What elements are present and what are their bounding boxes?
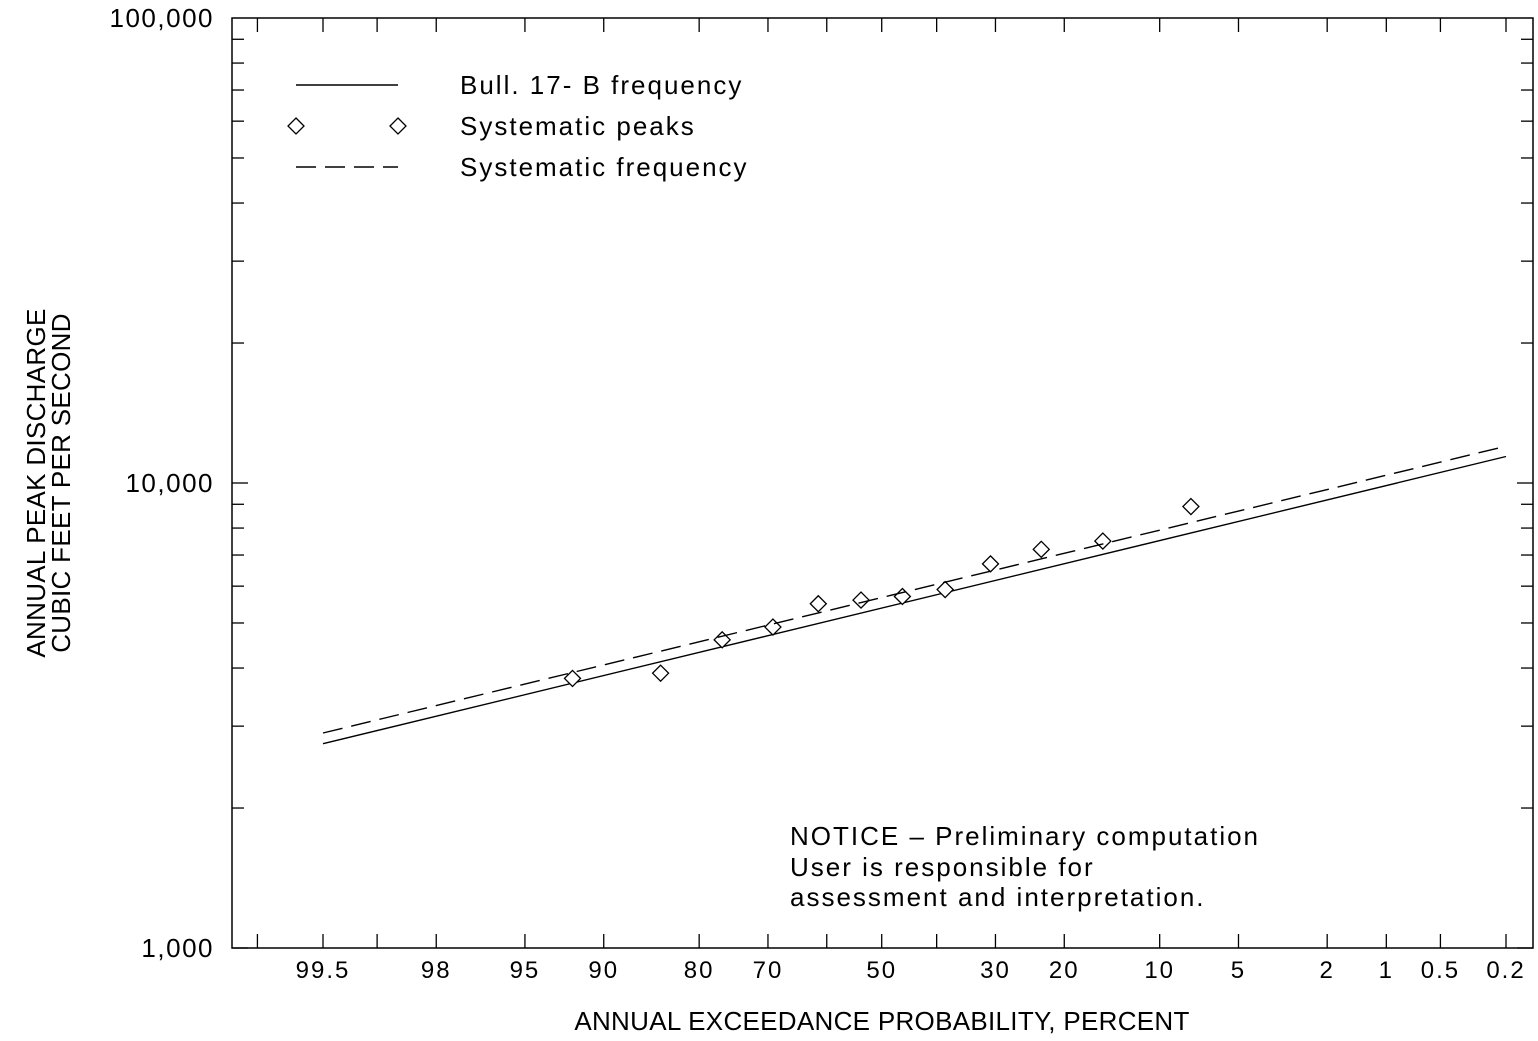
x-minor-ticks [256,18,1507,948]
notice-line-2: User is responsible for [790,852,1095,882]
data-point-systematic-peak [1032,540,1051,559]
y-tick-labels: 1,000 10,000 100,000 [110,3,214,963]
data-point-systematic-peak [1093,532,1112,551]
x-tick-label: 1 [1379,957,1394,984]
x-tick-label: 50 [866,957,897,984]
y-tick-label: 10,000 [125,468,214,498]
x-tick-label: 99.5 [296,957,351,984]
series-layer [322,445,1507,745]
x-tick-label: 95 [510,957,541,984]
notice-annotation: NOTICE – Preliminary computation User is… [790,821,1260,912]
x-tick-label: 20 [1049,957,1080,984]
legend-label: Systematic frequency [460,152,749,182]
series-line-bull17b-frequency [322,455,1507,745]
x-tick-label: 30 [980,957,1011,984]
x-tick-label: 90 [588,957,619,984]
data-point-systematic-peak [651,664,670,683]
y-minor-ticks [232,38,1533,949]
x-tick-label: 2 [1320,957,1335,984]
y-tick-label: 100,000 [110,3,214,33]
x-tick-label: 98 [421,957,452,984]
x-tick-label: 0.2 [1486,957,1525,984]
data-point-systematic-peak [809,594,828,613]
series-line-systematic-frequency [322,445,1507,734]
y-tick-label: 1,000 [141,933,214,963]
plot-frame [231,17,1534,949]
data-point-systematic-peak [1182,497,1200,516]
y-axis-title-line-2: CUBIC FEET PER SECOND [46,313,76,653]
data-point-systematic-peak [936,580,955,599]
y-axis-title-line-1: ANNUAL PEAK DISCHARGE [21,308,51,657]
data-point-systematic-peak [852,591,870,610]
legend: Bull. 17- B frequency Systematic peaks Sys… [287,70,749,182]
legend-marker-diamond [389,117,407,135]
data-point-systematic-peak [563,669,582,688]
x-axis-title: ANNUAL EXCEEDANCE PROBABILITY, PERCENT [574,1006,1189,1036]
legend-marker-diamond [287,117,305,135]
x-tick-label: 80 [684,957,715,984]
data-point-systematic-peak [981,554,1000,573]
legend-label: Systematic peaks [460,111,696,141]
x-tick-label: 5 [1231,957,1246,984]
x-tick-label: 10 [1144,957,1175,984]
x-tick-label: 70 [753,957,784,984]
y-axis-title: ANNUAL PEAK DISCHARGE CUBIC FEET PER SEC… [21,308,76,657]
notice-line-1: NOTICE – Preliminary computation [790,821,1260,851]
x-tick-labels: 99.5 98 95 90 80 70 50 30 20 10 5 2 1 0.5 0.2 [296,957,1525,984]
x-tick-label: 0.5 [1421,957,1460,984]
legend-label: Bull. 17- B frequency [460,70,743,100]
notice-line-3: assessment and interpretation. [790,882,1206,912]
